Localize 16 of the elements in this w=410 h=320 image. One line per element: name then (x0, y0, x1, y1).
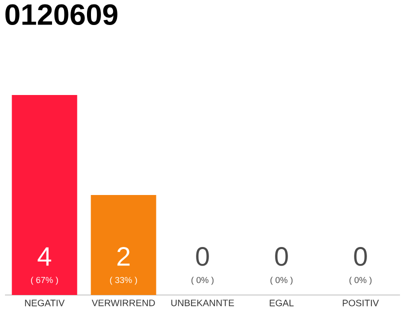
annotation: ( 0% ) (270, 276, 293, 285)
data-label: 0 (354, 247, 367, 266)
data-label: 0 (196, 247, 209, 266)
x-tick-label: UNBEKANNTE (171, 300, 234, 306)
data-label: 4 (38, 247, 52, 266)
annotation: ( 0% ) (349, 276, 372, 285)
x-tick-label: POSITIV (342, 300, 379, 306)
annotation: ( 33% ) (110, 276, 137, 285)
annotation: ( 67% ) (31, 276, 58, 285)
data-label: 0 (275, 247, 288, 266)
x-tick-label: NEGATIV (25, 300, 65, 306)
chart-title: 0120609 (5, 4, 118, 26)
annotation: ( 0% ) (191, 276, 214, 285)
x-tick-label: VERWIRREND (92, 300, 155, 306)
x-tick-label: EGAL (270, 300, 294, 306)
data-label: 2 (117, 247, 130, 266)
